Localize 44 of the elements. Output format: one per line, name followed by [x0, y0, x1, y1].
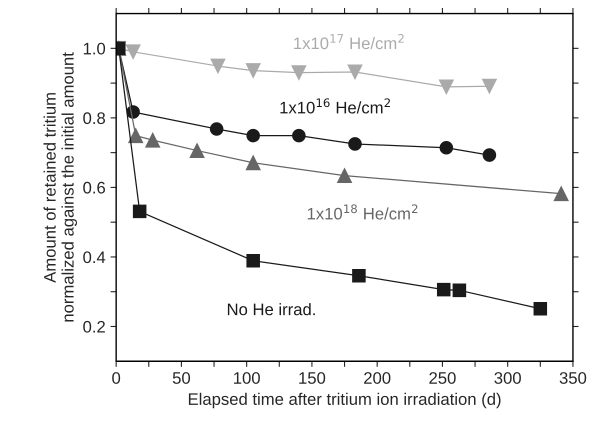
point	[246, 63, 261, 78]
point	[348, 137, 362, 151]
x-tick-label: 0	[112, 372, 120, 384]
point	[128, 128, 144, 144]
point	[337, 168, 352, 184]
x-tick-label: 100	[234, 372, 260, 384]
point	[482, 148, 496, 162]
y-tick-label: 0.8	[83, 112, 106, 124]
x-tick-label: 50	[172, 372, 190, 384]
point	[436, 282, 451, 296]
series-label: 1x10$^{18}$ He/cm$^{2}$	[308, 204, 418, 220]
x-tick-label: 150	[299, 372, 326, 384]
x-axis-title: Elapsed time after tritium ion irradiation (d)	[188, 392, 501, 408]
point	[210, 122, 224, 136]
x-tick-label: 350	[560, 372, 586, 384]
point	[126, 44, 141, 60]
point	[352, 268, 366, 282]
point	[534, 302, 548, 316]
point	[482, 78, 497, 94]
point	[132, 204, 146, 218]
point	[440, 141, 454, 155]
y-tick-label: 0.4	[83, 251, 106, 264]
series-label: 1x10$^{17}$ He/cm$^{2}$	[294, 34, 404, 50]
point	[246, 254, 260, 268]
y-axis-title: Amount of retained tritium normalized against the initial amount	[44, 52, 78, 322]
y-tick-label: 0.2	[83, 320, 105, 333]
x-tick-label: 300	[494, 372, 521, 384]
point	[438, 79, 454, 94]
x-tick-label: 250	[429, 372, 456, 384]
point	[554, 186, 569, 202]
point	[246, 128, 260, 142]
series-label: 1x10$^{16}$ He/cm$^{2}$	[280, 98, 390, 114]
point	[292, 128, 306, 142]
point	[452, 284, 466, 298]
point	[145, 132, 160, 148]
series-label: No He irrad.	[228, 303, 315, 316]
point	[291, 65, 306, 80]
point	[210, 58, 226, 74]
point	[190, 143, 205, 158]
y-tick-label: 0.6	[83, 182, 106, 194]
x-tick-label: 200	[364, 372, 390, 384]
y-tick-label: 1.0	[84, 42, 106, 55]
point	[348, 64, 362, 80]
point	[246, 155, 261, 170]
